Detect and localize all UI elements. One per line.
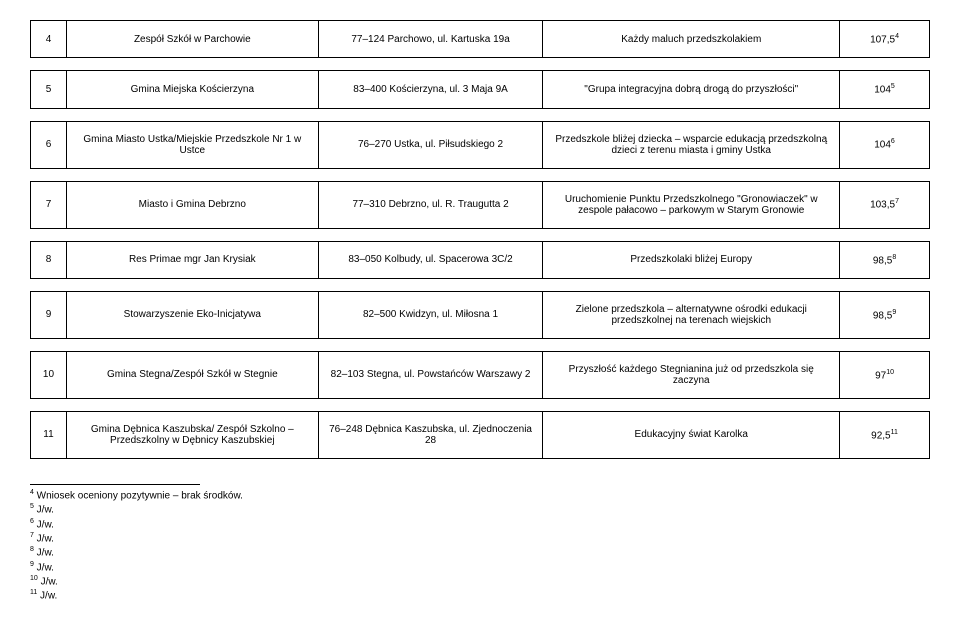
organization-cell: Stowarzyszenie Eko-Inicjatywa — [66, 291, 318, 338]
footnote-ref: 9 — [892, 309, 896, 316]
score-cell: 9710 — [840, 351, 930, 398]
organization-cell: Gmina Miasto Ustka/Miejskie Przedszkole … — [66, 121, 318, 168]
data-row: 9Stowarzyszenie Eko-Inicjatywa82–500 Kwi… — [30, 291, 930, 339]
row-number: 4 — [31, 21, 67, 58]
data-rows-container: 4Zespół Szkół w Parchowie77–124 Parchowo… — [30, 20, 930, 459]
data-row: 10Gmina Stegna/Zespół Szkół w Stegnie82–… — [30, 351, 930, 399]
footnote-number: 5 — [30, 503, 34, 510]
data-row: 8Res Primae mgr Jan Krysiak83–050 Kolbud… — [30, 241, 930, 279]
footnote-line: 11 J/w. — [30, 589, 930, 601]
project-cell: Edukacyjny świat Karolka — [543, 411, 840, 458]
score-cell: 107,54 — [840, 21, 930, 58]
project-cell: Przyszłość każdego Stegnianina już od pr… — [543, 351, 840, 398]
organization-cell: Gmina Miejska Kościerzyna — [66, 71, 318, 108]
project-cell: Zielone przedszkola – alternatywne ośrod… — [543, 291, 840, 338]
footnote-separator — [30, 484, 200, 485]
footnote-line: 5 J/w. — [30, 503, 930, 515]
project-cell: Każdy maluch przedszkolakiem — [543, 21, 840, 58]
row-number: 5 — [31, 71, 67, 108]
organization-cell: Res Primae mgr Jan Krysiak — [66, 241, 318, 278]
address-cell: 82–103 Stegna, ul. Powstańców Warszawy 2 — [318, 351, 543, 398]
row-number: 11 — [31, 411, 67, 458]
footnote-number: 7 — [30, 532, 34, 539]
footnote-number: 9 — [30, 561, 34, 568]
footnote-line: 4 Wniosek oceniony pozytywnie – brak śro… — [30, 489, 930, 501]
footnote-ref: 4 — [895, 33, 899, 40]
row-number: 8 — [31, 241, 67, 278]
row-number: 6 — [31, 121, 67, 168]
address-cell: 77–124 Parchowo, ul. Kartuska 19a — [318, 21, 543, 58]
data-row: 6Gmina Miasto Ustka/Miejskie Przedszkole… — [30, 121, 930, 169]
row-number: 7 — [31, 181, 67, 228]
row-number: 9 — [31, 291, 67, 338]
score-cell: 103,57 — [840, 181, 930, 228]
organization-cell: Gmina Stegna/Zespół Szkół w Stegnie — [66, 351, 318, 398]
footnote-number: 4 — [30, 489, 34, 496]
score-cell: 92,511 — [840, 411, 930, 458]
footnote-number: 11 — [30, 589, 37, 596]
footnote-line: 9 J/w. — [30, 561, 930, 573]
footnote-ref: 7 — [895, 198, 899, 205]
footnote-ref: 6 — [891, 138, 895, 145]
address-cell: 83–050 Kolbudy, ul. Spacerowa 3C/2 — [318, 241, 543, 278]
address-cell: 83–400 Kościerzyna, ul. 3 Maja 9A — [318, 71, 543, 108]
footnote-number: 6 — [30, 518, 34, 525]
footnote-ref: 10 — [886, 369, 894, 376]
footnotes-list: 4 Wniosek oceniony pozytywnie – brak śro… — [30, 489, 930, 602]
organization-cell: Zespół Szkół w Parchowie — [66, 21, 318, 58]
organization-cell: Miasto i Gmina Debrzno — [66, 181, 318, 228]
data-row: 7Miasto i Gmina Debrzno77–310 Debrzno, u… — [30, 181, 930, 229]
score-cell: 98,59 — [840, 291, 930, 338]
data-row: 5Gmina Miejska Kościerzyna83–400 Kościer… — [30, 70, 930, 108]
address-cell: 76–248 Dębnica Kaszubska, ul. Zjednoczen… — [318, 411, 543, 458]
footnote-line: 6 J/w. — [30, 518, 930, 530]
score-cell: 1046 — [840, 121, 930, 168]
row-number: 10 — [31, 351, 67, 398]
data-row: 11Gmina Dębnica Kaszubska/ Zespół Szkoln… — [30, 411, 930, 459]
footnote-number: 8 — [30, 546, 34, 553]
project-cell: Uruchomienie Punktu Przedszkolnego "Gron… — [543, 181, 840, 228]
footnote-line: 10 J/w. — [30, 575, 930, 587]
footnote-ref: 8 — [892, 254, 896, 261]
project-cell: Przedszkole bliżej dziecka – wsparcie ed… — [543, 121, 840, 168]
score-cell: 1045 — [840, 71, 930, 108]
project-cell: Przedszkolaki bliżej Europy — [543, 241, 840, 278]
footnote-ref: 5 — [891, 83, 895, 90]
address-cell: 76–270 Ustka, ul. Piłsudskiego 2 — [318, 121, 543, 168]
address-cell: 77–310 Debrzno, ul. R. Traugutta 2 — [318, 181, 543, 228]
footnote-line: 7 J/w. — [30, 532, 930, 544]
footnote-ref: 11 — [891, 429, 898, 436]
footnote-line: 8 J/w. — [30, 546, 930, 558]
project-cell: "Grupa integracyjna dobrą drogą do przys… — [543, 71, 840, 108]
organization-cell: Gmina Dębnica Kaszubska/ Zespół Szkolno … — [66, 411, 318, 458]
score-cell: 98,58 — [840, 241, 930, 278]
footnote-number: 10 — [30, 575, 38, 582]
address-cell: 82–500 Kwidzyn, ul. Miłosna 1 — [318, 291, 543, 338]
footnotes-section: 4 Wniosek oceniony pozytywnie – brak śro… — [30, 484, 930, 602]
data-row: 4Zespół Szkół w Parchowie77–124 Parchowo… — [30, 20, 930, 58]
